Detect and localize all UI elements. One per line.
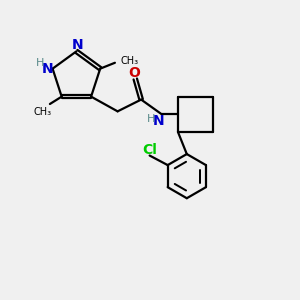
Text: CH₃: CH₃ <box>34 107 52 117</box>
Text: CH₃: CH₃ <box>121 56 139 66</box>
Text: N: N <box>153 114 165 128</box>
Text: Cl: Cl <box>142 143 157 157</box>
Text: O: O <box>128 66 140 80</box>
Text: N: N <box>72 38 84 52</box>
Text: N: N <box>41 62 53 76</box>
Text: H: H <box>36 58 44 68</box>
Text: H: H <box>147 114 156 124</box>
